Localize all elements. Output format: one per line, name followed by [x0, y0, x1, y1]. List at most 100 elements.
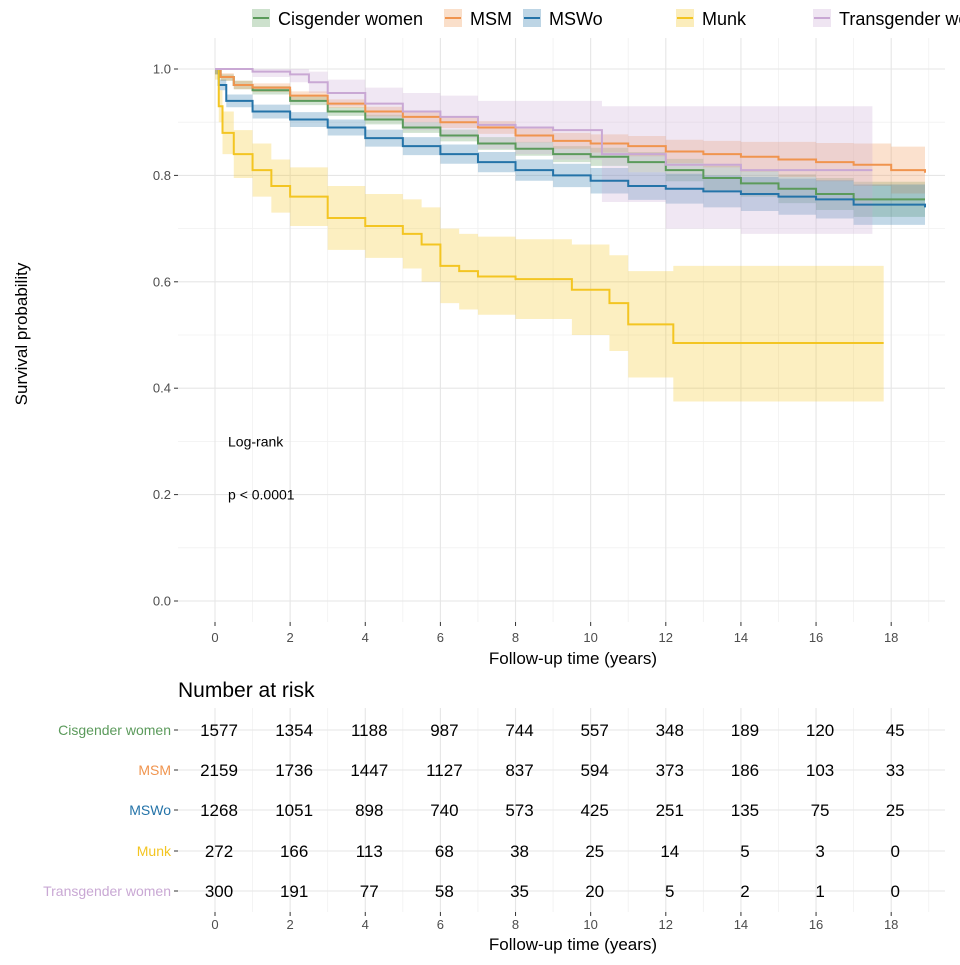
risk-cell: 14 — [660, 842, 679, 861]
risk-cell: 300 — [205, 882, 233, 901]
risk-cell: 557 — [580, 721, 608, 740]
legend: Cisgender women MSM MSWo Munk Transgender wo… — [252, 9, 960, 29]
risk-cell: 25 — [585, 842, 604, 861]
risk-cell: 1577 — [200, 721, 238, 740]
risk-x-tick-label: 14 — [734, 917, 748, 932]
risk-cell: 1127 — [426, 761, 463, 780]
risk-cell: 2159 — [200, 761, 238, 780]
survival-curve-munk — [215, 68, 884, 344]
risk-cell: 5 — [740, 842, 749, 861]
risk-cell: 837 — [505, 761, 533, 780]
risk-cell: 77 — [360, 882, 379, 901]
risk-x-tick-label: 0 — [211, 917, 218, 932]
y-tick-label: 0.0 — [153, 594, 171, 609]
risk-row-label: MSM — [138, 762, 171, 778]
risk-cell: 594 — [580, 761, 608, 780]
y-axis-title: Survival probability — [12, 262, 31, 405]
risk-cell: 1 — [815, 882, 824, 901]
legend-label-4: Transgender women — [839, 9, 960, 29]
risk-x-tick-label: 12 — [659, 917, 673, 932]
risk-cell: 189 — [731, 721, 759, 740]
risk-table-x-axis-title: Follow-up time (years) — [489, 935, 657, 954]
risk-cell: 68 — [435, 842, 454, 861]
x-axis-title: Follow-up time (years) — [489, 649, 657, 668]
annotation-log-rank: Log-rank — [228, 433, 284, 449]
risk-table-title: Number at risk — [178, 679, 315, 702]
risk-cell: 740 — [430, 801, 458, 820]
survival-curves — [215, 68, 926, 344]
risk-cell: 3 — [815, 842, 824, 861]
risk-table-grid — [178, 708, 945, 912]
x-tick-label: 6 — [437, 630, 444, 645]
risk-row-label: Cisgender women — [58, 722, 171, 738]
risk-cell: 744 — [505, 721, 533, 740]
risk-x-tick-label: 2 — [287, 917, 294, 932]
x-tick-label: 18 — [884, 630, 898, 645]
risk-cell: 272 — [205, 842, 233, 861]
risk-cell: 45 — [886, 721, 905, 740]
risk-x-tick-label: 10 — [583, 917, 597, 932]
risk-row-label: Munk — [137, 843, 172, 859]
legend-label-3: Munk — [702, 9, 747, 29]
survival-curve-transgender-women — [215, 68, 873, 172]
risk-cell: 135 — [731, 801, 759, 820]
legend-label-0: Cisgender women — [278, 9, 423, 29]
risk-cell: 1051 — [275, 801, 313, 820]
risk-cell: 0 — [890, 882, 899, 901]
risk-x-tick-label: 16 — [809, 917, 823, 932]
x-tick-label: 2 — [287, 630, 294, 645]
risk-cell: 25 — [886, 801, 905, 820]
risk-cell: 186 — [731, 761, 759, 780]
risk-cell: 1354 — [275, 721, 313, 740]
risk-x-tick-label: 18 — [884, 917, 898, 932]
risk-cell: 1736 — [275, 761, 313, 780]
legend-label-1: MSM — [470, 9, 512, 29]
risk-cell: 33 — [886, 761, 905, 780]
annotation-p-value: p < 0.0001 — [228, 487, 295, 503]
risk-cell: 0 — [890, 842, 899, 861]
risk-cell: 166 — [280, 842, 308, 861]
survival-curve-cisgender-women — [215, 68, 925, 201]
risk-cell: 35 — [510, 882, 529, 901]
y-tick-label: 0.2 — [153, 487, 171, 502]
risk-cell: 38 — [510, 842, 529, 861]
y-tick-label: 1.0 — [153, 62, 171, 77]
risk-cell: 898 — [355, 801, 383, 820]
risk-cell: 987 — [430, 721, 458, 740]
risk-cell: 103 — [806, 761, 834, 780]
plot-axes: 0 2 4 6 8 10 12 14 16 18 0.0 0.2 0.4 0.6 0.8 1.0 — [153, 62, 899, 646]
ci-band-msm — [215, 69, 925, 200]
risk-cell: 75 — [811, 801, 830, 820]
x-tick-label: 14 — [734, 630, 748, 645]
x-tick-label: 10 — [583, 630, 597, 645]
y-tick-label: 0.4 — [153, 381, 171, 396]
survival-curve-mswo — [215, 68, 926, 208]
ci-band-mswo — [215, 69, 925, 230]
risk-x-tick-label: 4 — [362, 917, 369, 932]
survival-curve-msm — [215, 68, 926, 173]
x-tick-label: 12 — [659, 630, 673, 645]
ci-band-munk — [215, 69, 884, 402]
risk-cell: 58 — [435, 882, 454, 901]
risk-table: Cisgender women 1577 1354 1188 987 744 557 348 1… — [43, 721, 905, 932]
y-tick-label: 0.8 — [153, 168, 171, 183]
risk-cell: 113 — [356, 842, 383, 861]
risk-cell: 425 — [580, 801, 608, 820]
risk-x-tick-label: 8 — [512, 917, 519, 932]
y-tick-label: 0.6 — [153, 274, 171, 289]
risk-cell: 191 — [280, 882, 308, 901]
legend-label-2: MSWo — [549, 9, 603, 29]
risk-x-tick-label: 6 — [437, 917, 444, 932]
risk-cell: 120 — [806, 721, 834, 740]
risk-cell: 1268 — [200, 801, 238, 820]
risk-cell: 251 — [656, 801, 684, 820]
risk-row-label: Transgender women — [43, 883, 171, 899]
risk-cell: 1447 — [350, 761, 388, 780]
risk-cell: 5 — [665, 882, 674, 901]
risk-cell: 573 — [505, 801, 533, 820]
risk-cell: 2 — [740, 882, 749, 901]
risk-cell: 1188 — [351, 721, 388, 740]
x-tick-label: 4 — [362, 630, 369, 645]
